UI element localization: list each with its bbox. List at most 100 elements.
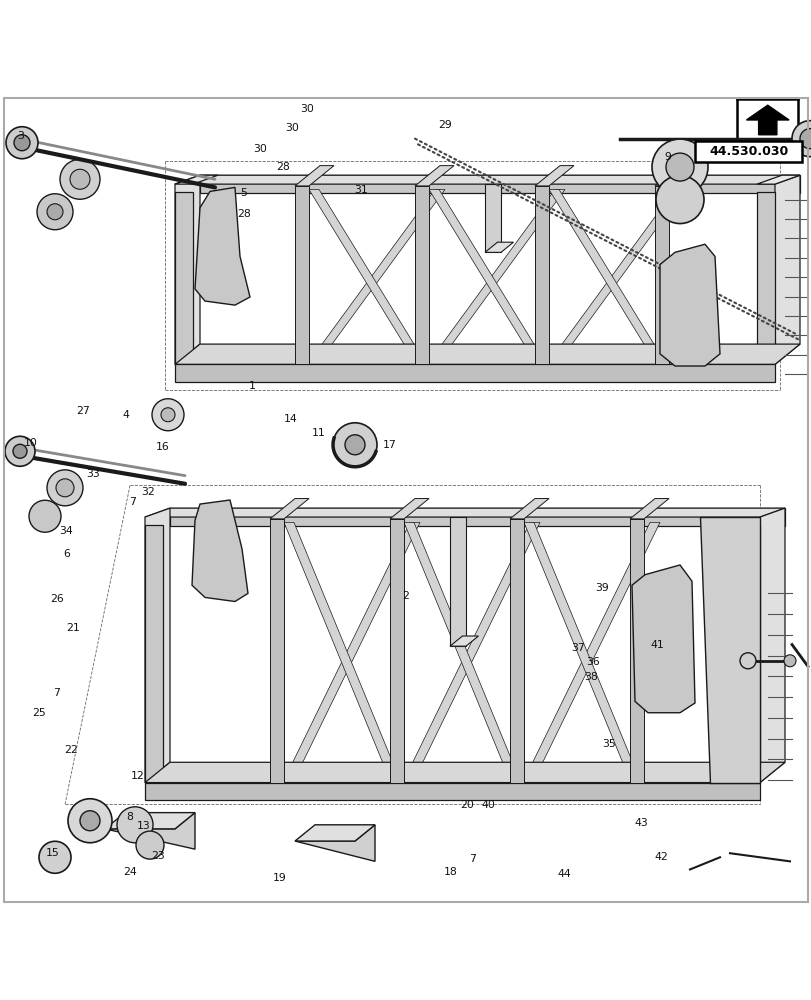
Text: 9: 9	[663, 152, 670, 162]
Text: 15: 15	[46, 848, 59, 858]
Text: 28: 28	[276, 162, 289, 172]
Polygon shape	[509, 519, 523, 783]
Circle shape	[161, 408, 175, 422]
Circle shape	[68, 799, 112, 843]
Text: 44: 44	[557, 869, 570, 879]
Polygon shape	[105, 813, 195, 829]
Polygon shape	[294, 166, 333, 186]
Polygon shape	[175, 175, 217, 184]
Text: 6: 6	[63, 549, 70, 559]
Circle shape	[799, 129, 811, 149]
Text: 4: 4	[122, 410, 129, 420]
Text: 1: 1	[248, 381, 255, 391]
Polygon shape	[654, 186, 668, 364]
Text: 20: 20	[459, 800, 474, 810]
Polygon shape	[534, 166, 573, 186]
Circle shape	[70, 169, 90, 189]
Polygon shape	[195, 187, 250, 305]
Text: 7: 7	[469, 854, 475, 864]
Text: 8: 8	[127, 812, 133, 822]
Polygon shape	[175, 344, 799, 364]
Text: 10: 10	[24, 438, 38, 448]
Polygon shape	[509, 499, 548, 519]
Circle shape	[791, 121, 811, 157]
Text: 30: 30	[285, 123, 299, 133]
Text: 19: 19	[273, 873, 286, 883]
Polygon shape	[191, 500, 247, 601]
Polygon shape	[449, 517, 466, 646]
Text: 24: 24	[123, 867, 136, 877]
Polygon shape	[175, 175, 799, 184]
Polygon shape	[284, 522, 400, 780]
Text: 13: 13	[137, 821, 150, 831]
Text: 5: 5	[240, 188, 247, 198]
Polygon shape	[741, 525, 759, 783]
Polygon shape	[175, 192, 193, 364]
Text: 35: 35	[602, 739, 615, 749]
Polygon shape	[200, 175, 799, 193]
Circle shape	[655, 176, 703, 224]
Text: 30: 30	[252, 144, 267, 154]
Text: 38: 38	[584, 672, 597, 682]
Circle shape	[39, 841, 71, 873]
Polygon shape	[270, 499, 309, 519]
Text: 3: 3	[17, 131, 24, 141]
Polygon shape	[145, 525, 163, 783]
Polygon shape	[484, 184, 500, 252]
Circle shape	[37, 194, 73, 230]
Polygon shape	[294, 825, 375, 841]
Polygon shape	[145, 508, 784, 517]
Polygon shape	[659, 244, 719, 366]
Text: 25: 25	[32, 708, 45, 718]
Polygon shape	[309, 189, 444, 362]
Circle shape	[56, 479, 74, 497]
Text: 44.530.030: 44.530.030	[708, 145, 787, 158]
Polygon shape	[105, 813, 195, 849]
Text: 31: 31	[354, 185, 367, 195]
Polygon shape	[294, 825, 375, 861]
Text: 16: 16	[156, 442, 169, 452]
Text: 7: 7	[129, 497, 135, 507]
Polygon shape	[654, 166, 693, 186]
Circle shape	[345, 435, 365, 455]
Polygon shape	[284, 522, 419, 780]
Circle shape	[651, 139, 707, 195]
Text: 22: 22	[65, 745, 78, 755]
Polygon shape	[414, 166, 453, 186]
Polygon shape	[404, 522, 539, 780]
Text: 14: 14	[284, 414, 297, 424]
Polygon shape	[270, 519, 284, 783]
Circle shape	[80, 811, 100, 831]
Polygon shape	[428, 189, 544, 362]
Polygon shape	[145, 783, 759, 800]
Polygon shape	[145, 508, 169, 783]
Circle shape	[14, 135, 30, 151]
Polygon shape	[629, 519, 643, 783]
Polygon shape	[145, 762, 784, 783]
Polygon shape	[309, 189, 424, 362]
Polygon shape	[631, 565, 694, 713]
Polygon shape	[774, 175, 799, 364]
Polygon shape	[414, 186, 428, 364]
Text: 2: 2	[402, 591, 409, 601]
Text: 39: 39	[595, 583, 608, 593]
Circle shape	[783, 655, 795, 667]
Text: 12: 12	[131, 771, 144, 781]
Polygon shape	[629, 499, 668, 519]
Text: 11: 11	[312, 428, 325, 438]
Circle shape	[47, 470, 83, 506]
Text: 26: 26	[50, 594, 63, 604]
Text: 7: 7	[54, 688, 60, 698]
Circle shape	[47, 204, 63, 220]
Circle shape	[29, 500, 61, 532]
Text: 37: 37	[571, 643, 584, 653]
Polygon shape	[756, 192, 774, 364]
Text: 41: 41	[650, 640, 663, 650]
Polygon shape	[449, 636, 478, 646]
Polygon shape	[294, 186, 309, 364]
Polygon shape	[759, 508, 784, 783]
Polygon shape	[389, 519, 404, 783]
Polygon shape	[523, 522, 639, 780]
Text: 28: 28	[237, 209, 250, 219]
Polygon shape	[404, 522, 519, 780]
